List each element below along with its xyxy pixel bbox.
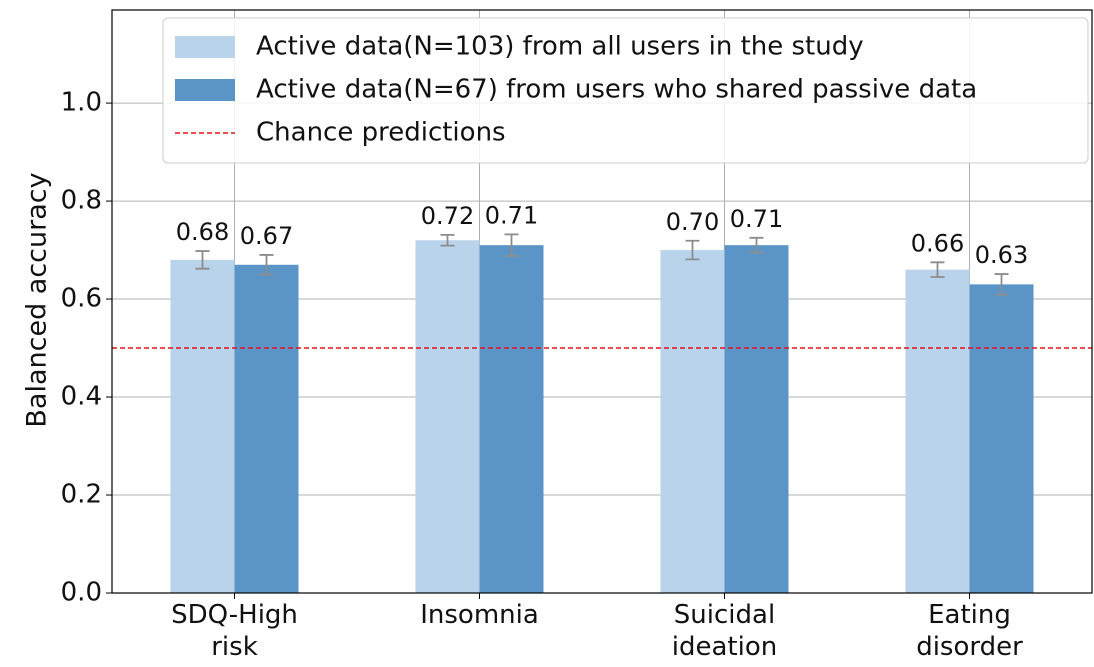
y-axis-label: Balanced accuracy (22, 172, 53, 427)
value-label: 0.71 (730, 205, 783, 233)
bar (724, 245, 789, 593)
value-label: 0.67 (240, 222, 293, 250)
bar (170, 259, 235, 593)
value-label: 0.63 (975, 241, 1028, 269)
y-tick-label: 0.0 (61, 578, 102, 608)
x-tick-label: SDQ-High risk (171, 600, 298, 662)
value-label: 0.72 (421, 202, 474, 230)
plot-frame (111, 9, 1093, 594)
x-tick-label: Suicidal ideation (671, 600, 778, 662)
bar (479, 245, 544, 593)
y-tick-label: 0.4 (61, 382, 102, 412)
value-label: 0.66 (911, 229, 964, 257)
value-label: 0.70 (666, 208, 719, 236)
y-tick-label: 0.8 (61, 186, 102, 216)
legend-label: Active data(N=103) from all users in the… (256, 32, 864, 62)
bar (234, 264, 299, 593)
error-bar (440, 233, 455, 247)
bar (660, 250, 725, 593)
value-label: 0.71 (485, 201, 538, 229)
legend-swatch (175, 36, 235, 58)
legend-label: Chance predictions (256, 118, 506, 148)
legend-swatch (175, 79, 235, 101)
x-tick-label: Insomnia (420, 600, 539, 630)
y-tick-label: 1.0 (61, 88, 102, 118)
error-bar (749, 236, 764, 254)
bar (415, 240, 480, 593)
bar (905, 269, 970, 593)
error-bar (195, 250, 210, 270)
bar (969, 284, 1034, 593)
error-bar (259, 254, 274, 276)
x-tick-label: Eating disorder (916, 600, 1023, 662)
y-tick-label: 0.6 (61, 284, 102, 314)
error-bar (504, 233, 519, 257)
y-tick-label: 0.2 (61, 480, 102, 510)
value-label: 0.68 (176, 218, 229, 246)
error-bar (930, 261, 945, 278)
error-bar (994, 273, 1009, 296)
error-bar (685, 239, 700, 261)
legend-box (162, 17, 1089, 164)
legend-label: Active data(N=67) from users who shared … (256, 75, 977, 105)
